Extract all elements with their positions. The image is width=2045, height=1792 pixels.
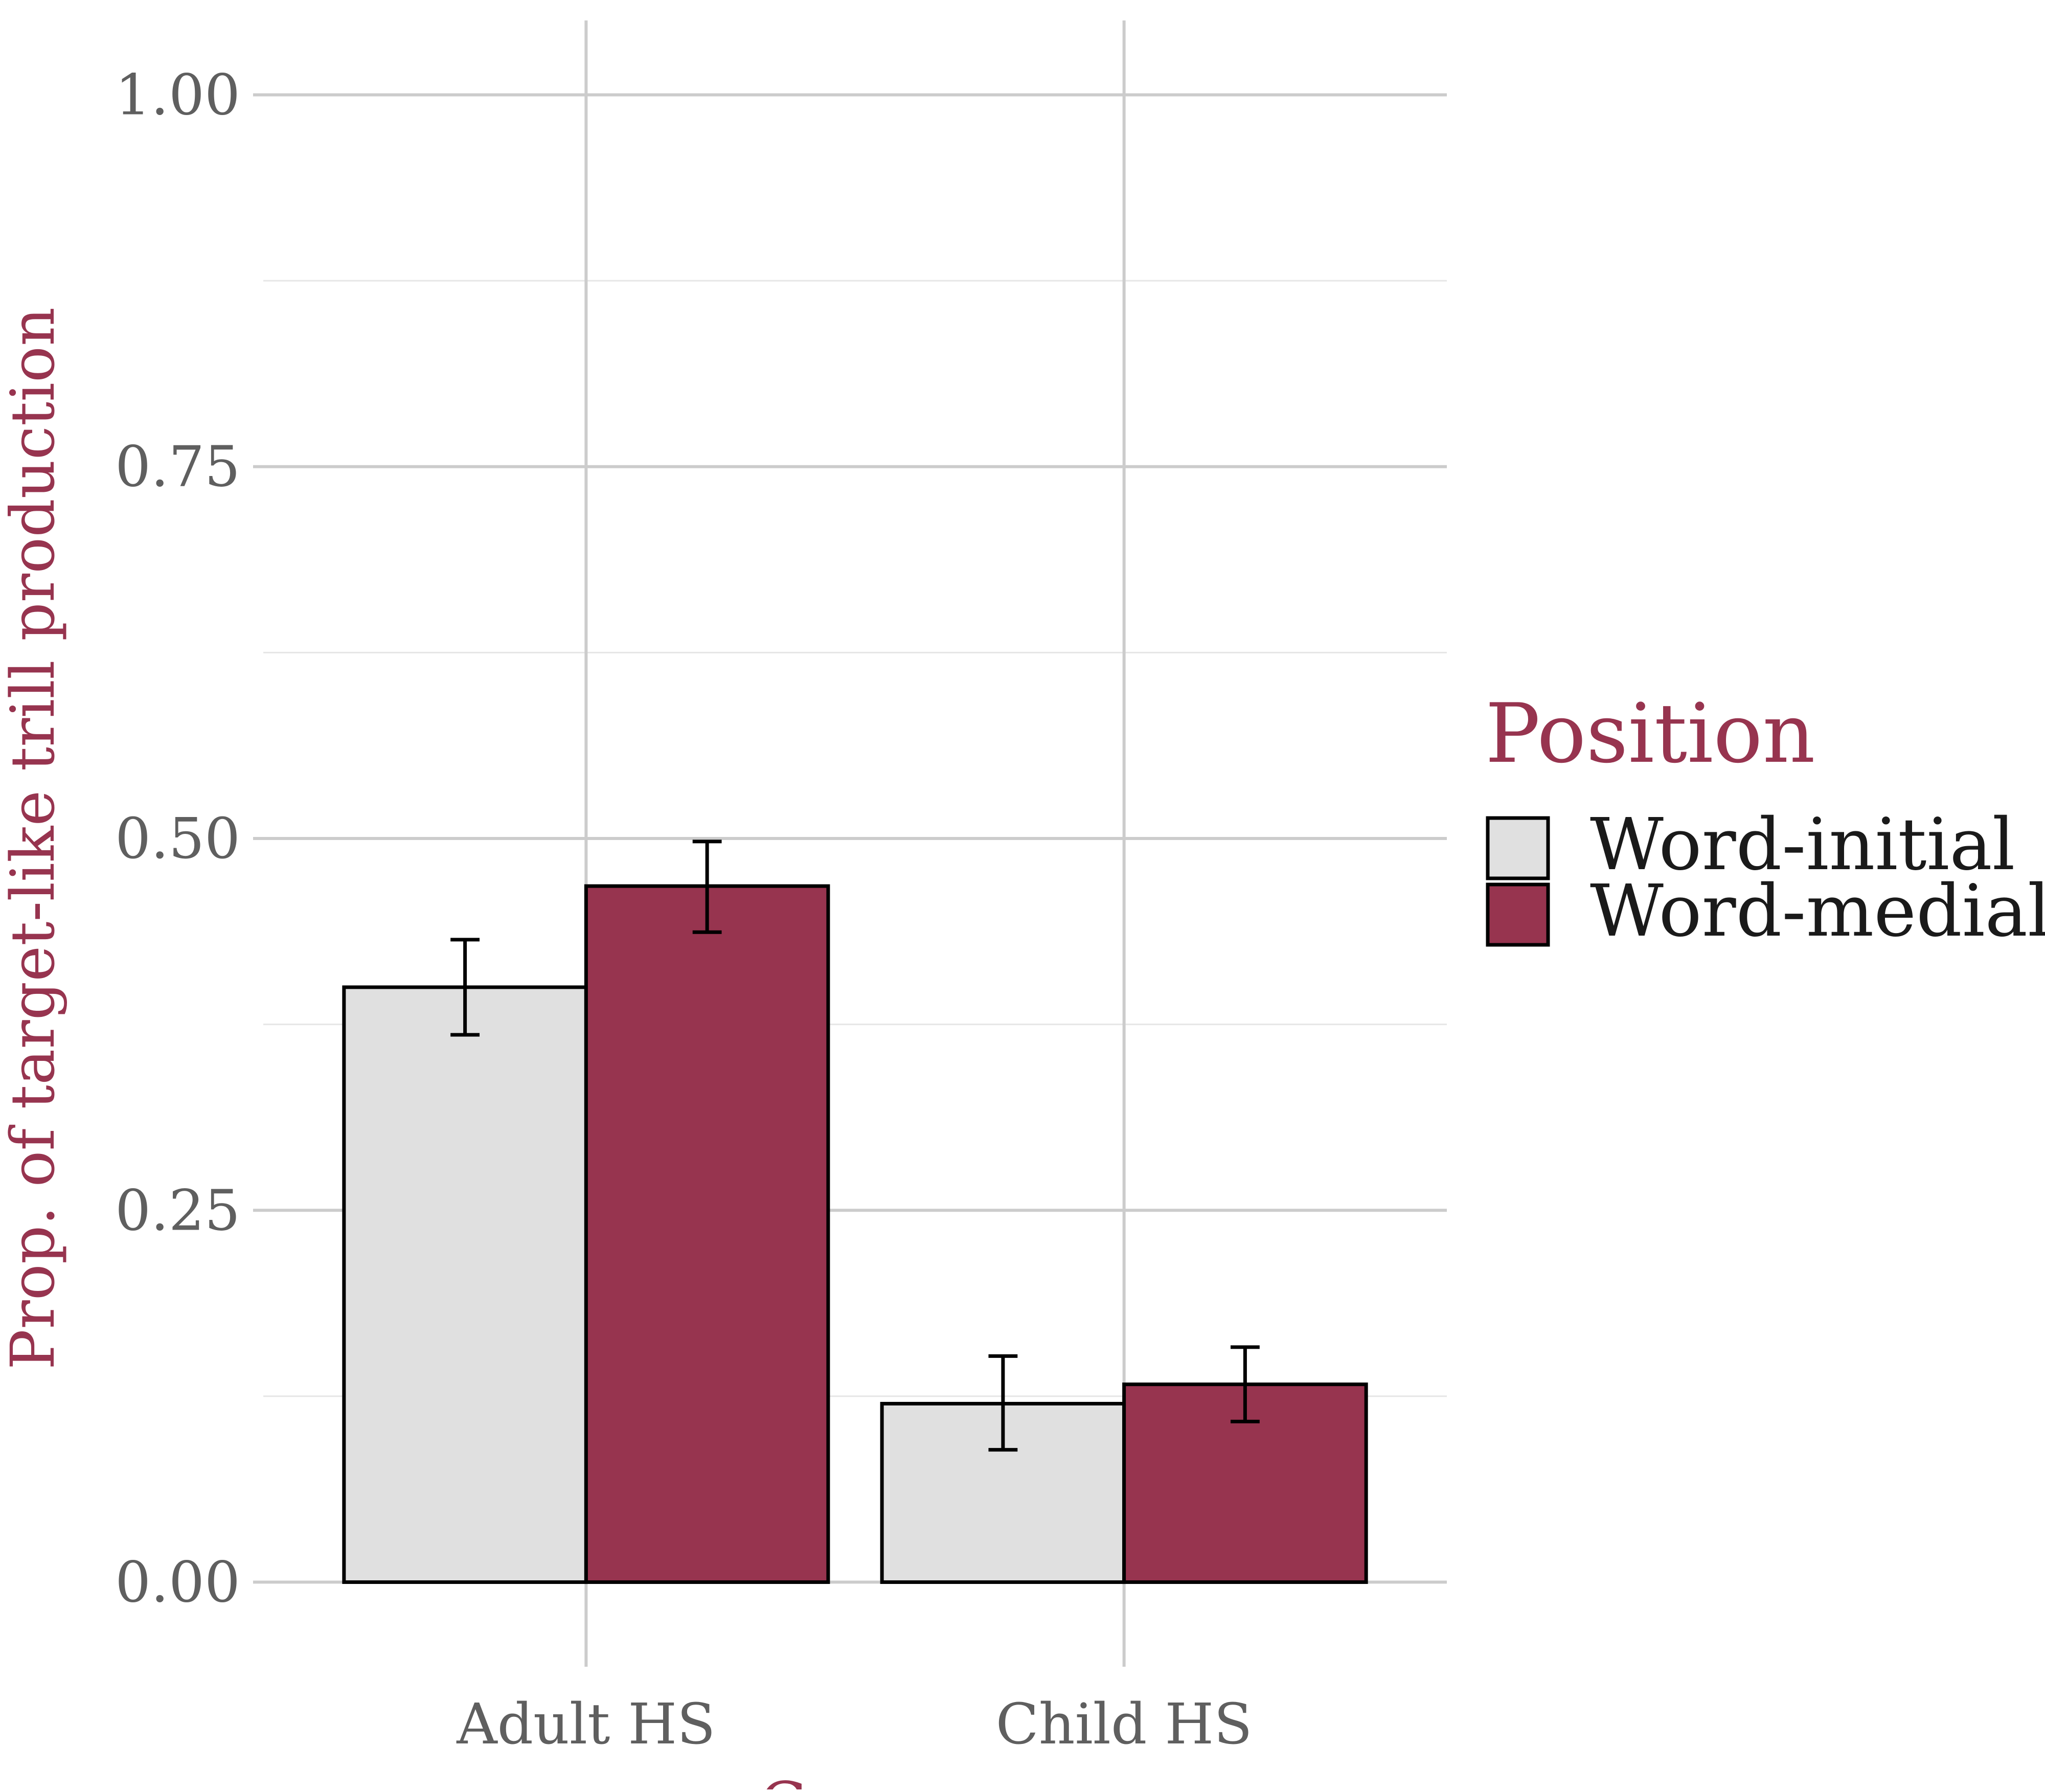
legend-title: Position <box>1485 686 1815 781</box>
y-axis-ticks: 0.00 0.25 0.50 0.75 1.00 <box>115 62 263 1615</box>
legend-swatch <box>1486 816 1550 880</box>
x-axis-ticks: Adult HS Child HS <box>456 1657 1253 1757</box>
x-tick-label: Adult HS <box>456 1691 715 1757</box>
bar-word-medial <box>584 884 830 1584</box>
bars <box>342 884 1368 1584</box>
y-tick-label: 1.00 <box>115 62 240 127</box>
y-tick-label: 0.50 <box>115 806 240 871</box>
legend-swatch <box>1486 882 1550 947</box>
y-tick-label: 0.75 <box>115 434 240 500</box>
bar-word-initial <box>342 985 588 1584</box>
y-tick-label: 0.00 <box>115 1550 240 1615</box>
x-tick-label: Child HS <box>996 1691 1253 1757</box>
x-axis-title: Group <box>760 1769 950 1789</box>
legend-label: Word-medial <box>1590 870 2045 953</box>
y-tick-label: 0.25 <box>115 1177 240 1243</box>
error-bars <box>450 840 1260 1452</box>
legend-label: Word-initial <box>1590 803 2015 887</box>
y-axis-title: Prop. of target-like trill production <box>0 307 68 1370</box>
